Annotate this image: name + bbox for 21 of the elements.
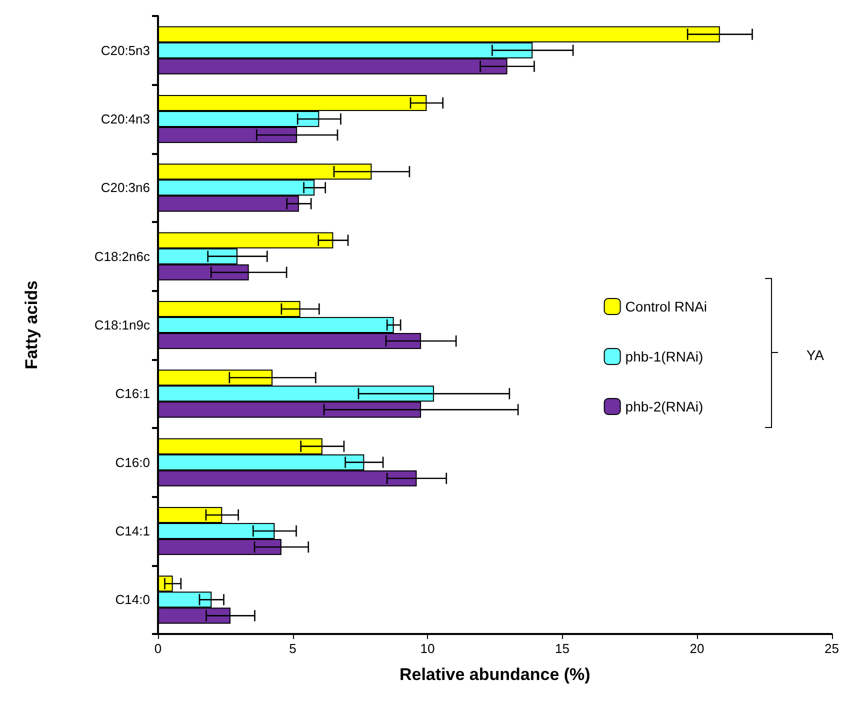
x-axis-title: Relative abundance (%)	[399, 665, 590, 684]
y-tick-label: C16:1	[115, 386, 150, 402]
y-tick-label: C20:4n3	[100, 112, 150, 126]
y-axis-title: Fatty acids	[22, 280, 41, 370]
y-tick-label: C18:1n9c	[94, 318, 150, 332]
y-tick-label: C14:1	[115, 524, 150, 538]
legend-label: Control RNAi	[625, 298, 708, 314]
x-tick-label: 5	[289, 641, 296, 656]
annotation: YA	[806, 347, 825, 363]
x-tick-label: 25	[824, 641, 840, 656]
x-tick-label: 20	[690, 641, 704, 656]
y-tick-label: C20:3n6	[100, 180, 150, 196]
x-tick-label: 15	[555, 641, 570, 656]
legend-label: phb-2(RNAi)	[625, 398, 704, 414]
y-tick-label: C20:5n3	[100, 42, 150, 58]
x-tick-label: 10	[420, 641, 435, 656]
legend-label: phb-1(RNAi)	[625, 348, 704, 364]
y-tick-label: C18:2n6c	[94, 248, 150, 264]
y-tick-label: C14:0	[115, 592, 150, 608]
y-tick-label: C16:0	[115, 454, 150, 470]
x-tick-label: 0	[154, 641, 162, 656]
